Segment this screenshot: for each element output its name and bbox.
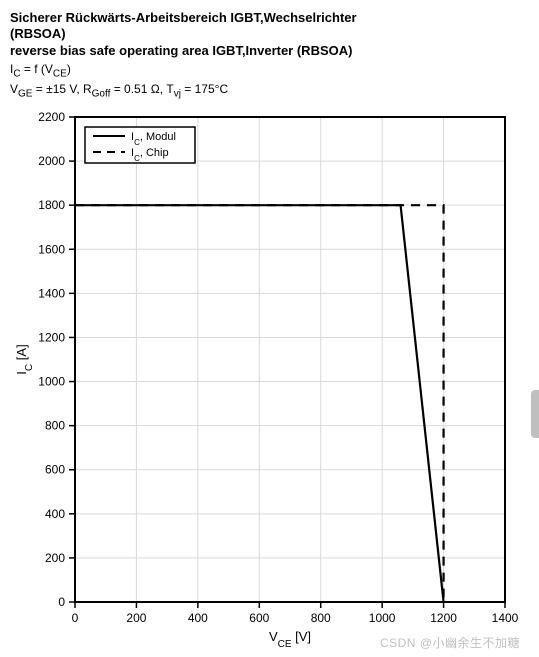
title-de-line1: Sicherer Rückwärts-Arbeitsbereich IGBT,W… <box>10 10 529 26</box>
svg-text:1600: 1600 <box>38 242 65 256</box>
svg-text:2000: 2000 <box>38 154 65 168</box>
svg-text:200: 200 <box>126 611 146 625</box>
title-de-line2: (RBSOA) <box>10 26 529 42</box>
watermark-text: CSDN @小幽余生不加糖 <box>380 634 520 651</box>
svg-text:200: 200 <box>45 550 65 564</box>
svg-text:1200: 1200 <box>430 611 457 625</box>
scroll-handle[interactable] <box>531 390 539 438</box>
svg-text:1000: 1000 <box>38 374 65 388</box>
svg-text:1000: 1000 <box>369 611 396 625</box>
svg-text:IC [A]: IC [A] <box>14 344 35 374</box>
svg-text:2200: 2200 <box>38 110 65 124</box>
svg-text:0: 0 <box>58 595 65 609</box>
svg-text:600: 600 <box>45 462 65 476</box>
conditions-line: VGE = ±15 V, RGoff = 0.51 Ω, Tvj = 175°C <box>10 81 529 101</box>
rbsoa-chart: 0 200 400 600 800 1000 1200 1400 0 200 400 600 800 10… <box>10 107 520 647</box>
svg-text:800: 800 <box>311 611 331 625</box>
svg-text:1400: 1400 <box>38 286 65 300</box>
svg-text:VCE [V]: VCE [V] <box>269 629 311 647</box>
svg-text:400: 400 <box>188 611 208 625</box>
svg-text:1200: 1200 <box>38 330 65 344</box>
svg-text:1800: 1800 <box>38 198 65 212</box>
svg-text:600: 600 <box>249 611 269 625</box>
svg-text:400: 400 <box>45 506 65 520</box>
chart-container: 0 200 400 600 800 1000 1200 1400 0 200 400 600 800 10… <box>10 107 520 647</box>
svg-text:1400: 1400 <box>492 611 519 625</box>
svg-text:800: 800 <box>45 418 65 432</box>
svg-text:0: 0 <box>72 611 79 625</box>
formula-line: IC = f (VCE) <box>10 61 529 81</box>
title-en: reverse bias safe operating area IGBT,In… <box>10 43 529 59</box>
